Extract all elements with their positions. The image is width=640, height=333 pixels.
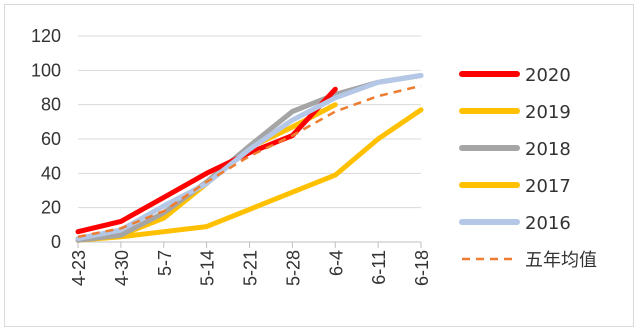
x-axis [77, 241, 422, 248]
legend-item-2019: 2019 [459, 102, 571, 123]
y-tick-label-80: 80 [41, 95, 61, 115]
x-tick-label-4-30: 4-30 [112, 250, 132, 286]
series-lines [75, 73, 424, 243]
y-tick-label-40: 40 [41, 163, 61, 183]
series-line-2017 [75, 107, 424, 243]
chart-frame [4, 4, 634, 327]
legend: 2020 2019 2018 2017 2016 五年均值 [459, 65, 597, 271]
y-tick-label-60: 60 [41, 129, 61, 149]
legend-label-2016: 2016 [525, 213, 571, 234]
x-tick-label-6-18: 6-18 [412, 250, 432, 286]
x-tick-label-4-23: 4-23 [69, 250, 89, 286]
x-tick-label-6-4: 6-4 [326, 250, 346, 276]
legend-label-2020: 2020 [525, 65, 571, 86]
legend-item-2017: 2017 [459, 176, 571, 197]
y-tick-label-100: 100 [31, 60, 61, 80]
x-tick-label-5-14: 5-14 [198, 250, 218, 286]
series-line-五年均值 [77, 84, 422, 239]
legend-item-2020: 2020 [459, 65, 571, 86]
y-tick-label-120: 120 [31, 26, 61, 46]
x-tick-label-5-21: 5-21 [241, 250, 261, 286]
legend-label-五年均值: 五年均值 [525, 250, 597, 271]
legend-label-2019: 2019 [525, 102, 571, 123]
x-tick-labels: 4-23 4-30 5-7 5-14 5-21 5-28 6-4 6-11 6-18 [69, 250, 432, 286]
y-tick-label-0: 0 [51, 232, 61, 252]
legend-item-2018: 2018 [459, 139, 571, 160]
x-tick-label-6-11: 6-11 [369, 250, 389, 285]
y-tick-labels: 0 20 40 60 80 100 120 [31, 26, 61, 252]
x-tick-label-5-28: 5-28 [283, 250, 303, 286]
x-tick-label-5-7: 5-7 [155, 250, 175, 276]
legend-label-2017: 2017 [525, 176, 571, 197]
y-tick-label-20: 20 [41, 198, 61, 218]
legend-item-五年均值: 五年均值 [462, 250, 597, 271]
legend-item-2016: 2016 [459, 213, 571, 234]
legend-label-2018: 2018 [525, 139, 571, 160]
gridlines [78, 35, 421, 209]
